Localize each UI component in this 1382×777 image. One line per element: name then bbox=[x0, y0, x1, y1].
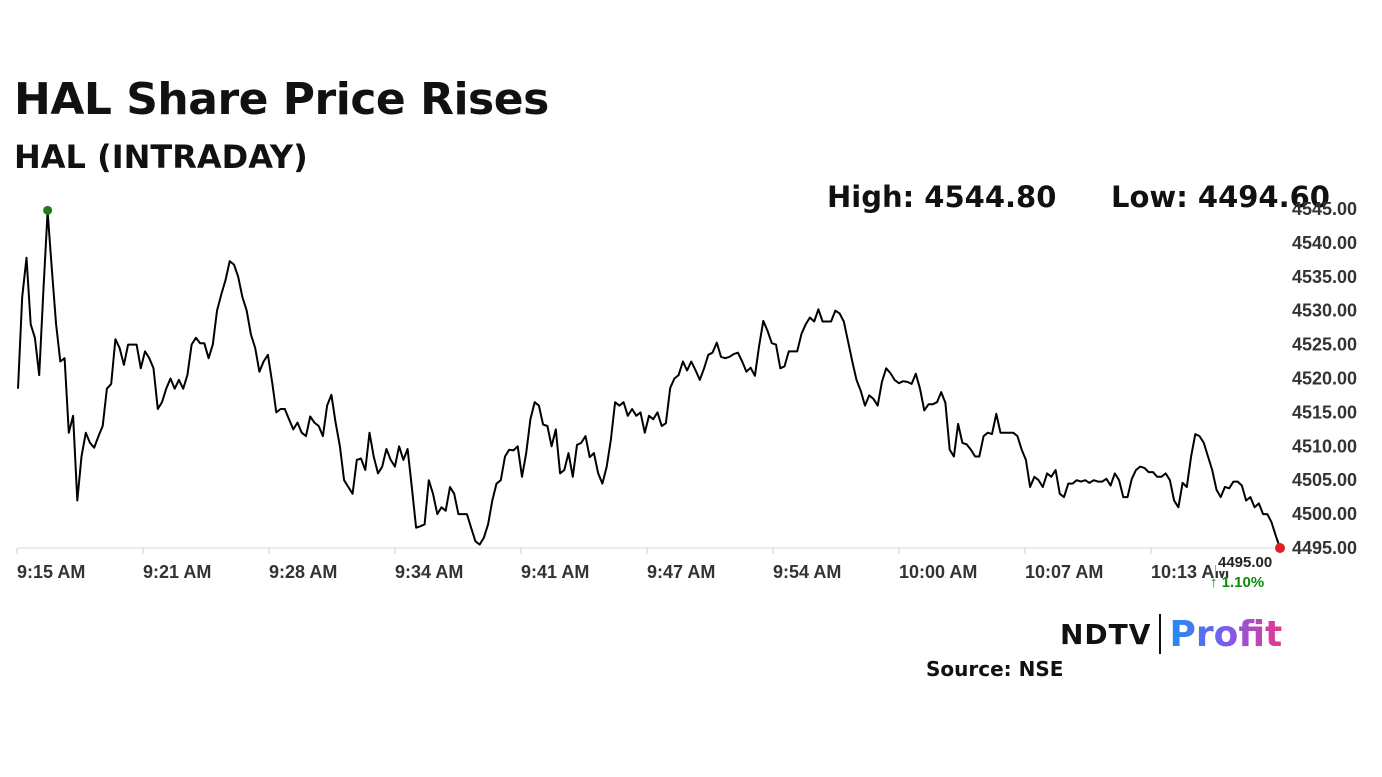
ndtv-profit-logo: NDTV Profit bbox=[1060, 612, 1282, 656]
y-tick-label: 4530.00 bbox=[1292, 301, 1357, 321]
x-tick-label: 10:00 AM bbox=[899, 562, 977, 582]
y-axis: 4545.00 4540.00 4535.00 4530.00 4525.00 4520.… bbox=[1292, 199, 1357, 558]
y-tick-label: 4500.00 bbox=[1292, 504, 1357, 524]
x-tick-label: 9:28 AM bbox=[269, 562, 337, 582]
y-tick-label: 4535.00 bbox=[1292, 267, 1357, 287]
y-tick-label: 4495.00 bbox=[1292, 538, 1357, 558]
logo-separator bbox=[1159, 614, 1162, 654]
y-tick-label: 4545.00 bbox=[1292, 199, 1357, 219]
x-tick-label: 10:07 AM bbox=[1025, 562, 1103, 582]
x-tick-label: 9:15 AM bbox=[17, 562, 85, 582]
low-stat: Low: 4494.60 bbox=[1111, 180, 1330, 214]
source-note: Source: NSE bbox=[926, 657, 1064, 681]
price-line bbox=[17, 210, 1281, 549]
x-tick-label: 9:47 AM bbox=[647, 562, 715, 582]
x-tick-label: 10:13 AM bbox=[1151, 562, 1229, 582]
x-tick-label: 9:41 AM bbox=[521, 562, 589, 582]
y-tick-label: 4510.00 bbox=[1292, 436, 1357, 456]
high-marker bbox=[43, 205, 53, 215]
y-tick-label: 4515.00 bbox=[1292, 402, 1357, 422]
chart-title: HAL Share Price Rises bbox=[14, 74, 549, 125]
x-axis: 9:15 AM 9:21 AM 9:28 AM 9:34 AM 9:41 AM 9:47 … bbox=[16, 548, 1229, 582]
last-price-label: 4495.00 bbox=[1216, 554, 1275, 571]
logo-profit-text: Profit bbox=[1169, 613, 1283, 655]
x-tick-label: 9:54 AM bbox=[773, 562, 841, 582]
chart-subtitle: HAL (INTRADAY) bbox=[14, 138, 308, 176]
y-tick-label: 4525.00 bbox=[1292, 335, 1357, 355]
y-tick-label: 4505.00 bbox=[1292, 470, 1357, 490]
y-tick-label: 4540.00 bbox=[1292, 233, 1357, 253]
x-tick-label: 9:34 AM bbox=[395, 562, 463, 582]
change-percent-label: ↑ 1.10% bbox=[1210, 574, 1265, 591]
logo-ndtv-text: NDTV bbox=[1060, 617, 1152, 651]
last-price-marker bbox=[1275, 543, 1285, 553]
x-tick-label: 9:21 AM bbox=[143, 562, 211, 582]
y-tick-label: 4520.00 bbox=[1292, 369, 1357, 389]
high-stat: High: 4544.80 bbox=[827, 180, 1057, 214]
